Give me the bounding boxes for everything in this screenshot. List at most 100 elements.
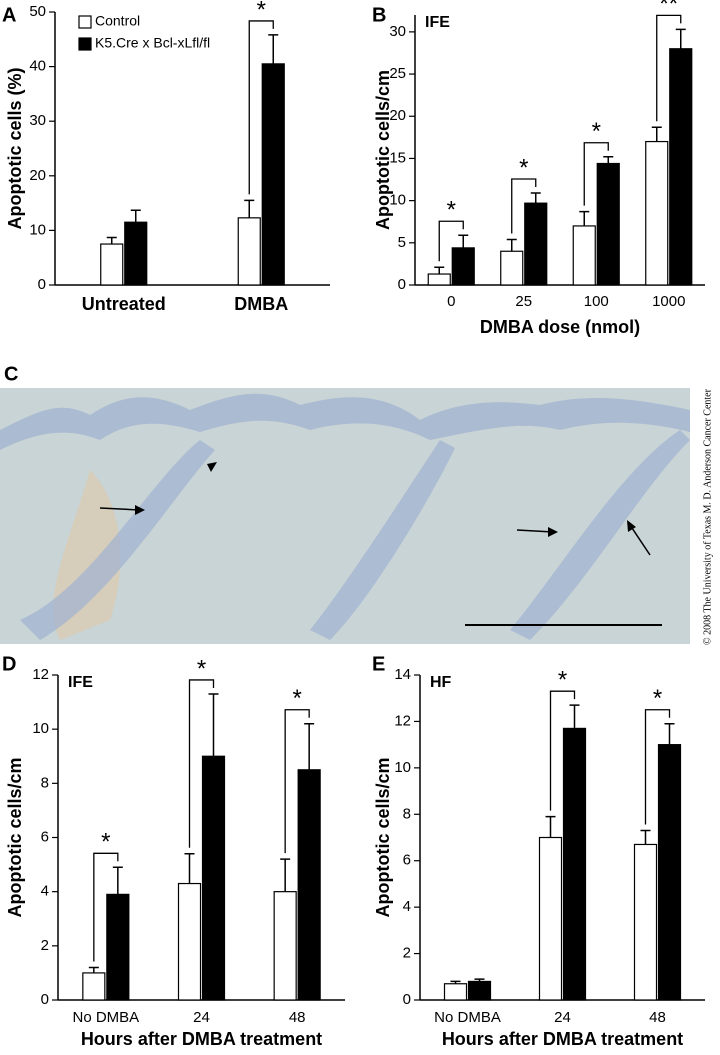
error-bar: [664, 723, 675, 745]
micrograph: C © 2008 The University of Texas M. D. A…: [0, 363, 713, 645]
arrow: [516, 529, 554, 533]
error-bar: [88, 966, 99, 973]
bar: [596, 162, 620, 286]
y-tick-label: 0: [398, 276, 406, 293]
error-bar: [184, 853, 195, 884]
y-tick-label: 12: [394, 712, 411, 729]
error-bar: [106, 236, 117, 245]
y-tick-label: 25: [389, 65, 406, 82]
bar: [645, 140, 669, 286]
y-tick-label: 8: [403, 805, 411, 822]
significance-bracket: [438, 220, 464, 262]
hair-follicle: [310, 440, 455, 640]
significance-bracket: [188, 679, 215, 848]
y-tick-label: 0: [41, 991, 49, 1008]
significance-bracket: [549, 690, 576, 811]
bar: [669, 48, 693, 286]
error-bar: [675, 28, 686, 49]
y-tick-label: 2: [403, 945, 411, 962]
significance-label: *: [519, 154, 528, 181]
error-bar: [434, 266, 445, 275]
copyright: © 2008 The University of Texas M. D. And…: [702, 388, 713, 645]
y-tick-label: 14: [394, 666, 411, 683]
epidermis: [0, 393, 690, 450]
error-bar: [450, 980, 461, 984]
legend-swatch: [78, 37, 92, 51]
panel-label: A: [2, 4, 16, 26]
x-tick-label: 1000: [652, 293, 685, 310]
bar: [538, 836, 563, 1001]
y-tick-label: 8: [41, 774, 49, 791]
bar: [451, 247, 475, 286]
arrow-head: [135, 505, 145, 515]
y-tick-label: 4: [41, 883, 49, 900]
arrow: [629, 524, 651, 556]
y-tick-label: 5: [398, 234, 406, 251]
bar: [297, 769, 321, 1001]
x-tick-label: 48: [649, 1009, 666, 1026]
y-tick-label: 50: [29, 3, 46, 20]
y-tick-label: 2: [41, 937, 49, 954]
error-bar: [545, 815, 556, 838]
chart-title: HF: [430, 674, 452, 691]
chart-title: IFE: [425, 14, 450, 31]
y-tick-label: 6: [403, 852, 411, 869]
error-bar: [130, 209, 141, 223]
error-bar: [603, 156, 614, 164]
panel-label: C: [4, 363, 18, 385]
error-bar: [112, 866, 123, 895]
bar: [106, 893, 130, 1001]
x-tick-label: DMBA: [234, 294, 288, 314]
bar: [500, 250, 524, 286]
y-axis-label: Apoptotic cells (%): [5, 67, 25, 229]
x-tick-label: No DMBA: [434, 1009, 501, 1026]
x-tick-label: 24: [193, 1009, 210, 1026]
y-tick-label: 6: [41, 828, 49, 845]
bar: [201, 755, 226, 1001]
error-bar: [208, 693, 219, 757]
panel-label: B: [372, 4, 386, 26]
arrow-head: [548, 527, 558, 537]
y-axis-label: Apoptotic cells/cm: [373, 70, 393, 230]
significance-label: *: [101, 829, 110, 856]
y-tick-label: 4: [403, 898, 411, 915]
hair-follicle: [20, 440, 215, 640]
arrowhead-marker: [207, 462, 217, 472]
x-axis-label: DMBA dose (nmol): [480, 317, 640, 337]
bar: [467, 980, 492, 1001]
significance-label: *: [292, 685, 301, 712]
error-bar: [458, 234, 469, 248]
chart-title: IFE: [68, 674, 93, 691]
error-bar: [244, 199, 255, 218]
significance-bracket: [583, 142, 609, 206]
error-bar: [651, 126, 662, 142]
y-tick-label: 30: [29, 112, 46, 129]
bar: [633, 843, 658, 1001]
significance-label: *: [447, 197, 456, 224]
bar: [100, 243, 124, 286]
y-tick-label: 10: [29, 221, 46, 238]
significance-bracket: [644, 709, 671, 825]
legend-label: Control: [95, 13, 140, 29]
bar: [443, 983, 468, 1001]
y-tick-label: 30: [389, 23, 406, 40]
significance-bracket: [511, 178, 537, 234]
x-tick-label: Untreated: [82, 294, 166, 314]
bar: [273, 891, 297, 1001]
bar: [261, 63, 285, 286]
error-bar: [304, 723, 315, 770]
legend-label: K5.Cre x Bcl-xLfl/fl: [95, 35, 210, 51]
significance-label: *: [558, 667, 567, 694]
error-bar: [530, 192, 541, 204]
y-tick-label: 0: [403, 991, 411, 1008]
x-tick-label: No DMBA: [72, 1009, 139, 1026]
panel-label: D: [2, 653, 16, 675]
error-bar: [280, 858, 291, 892]
significance-label: *: [592, 118, 601, 145]
bar: [427, 273, 451, 286]
error-bar: [579, 210, 590, 226]
x-tick-label: 25: [515, 293, 532, 310]
significance-label: **: [659, 0, 678, 18]
x-tick-label: 100: [584, 293, 609, 310]
